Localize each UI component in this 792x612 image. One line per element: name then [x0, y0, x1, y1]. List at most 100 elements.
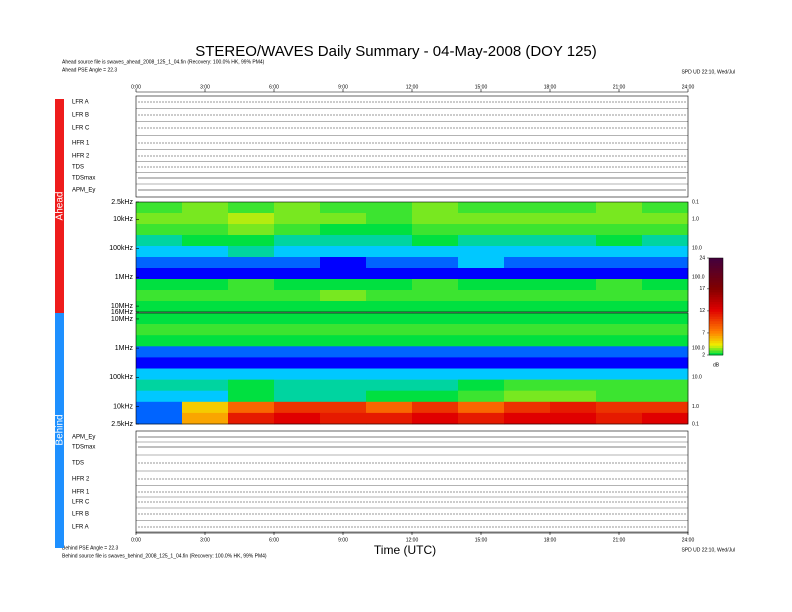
spectrogram-cell: [320, 246, 367, 258]
spectrogram-cell: [412, 268, 459, 280]
spectrogram-cell: [136, 357, 183, 369]
footer-line: Behind source file is swaves_behind_2008…: [62, 553, 267, 559]
spectrogram-cell: [366, 313, 413, 325]
colorbar-step: [709, 279, 723, 283]
spectrogram-cell: [366, 379, 413, 391]
spectrogram-cell: [136, 268, 183, 280]
spectrogram-cell: [136, 202, 183, 214]
spectrogram-cell: [458, 235, 505, 247]
colorbar-label: 2: [702, 352, 705, 358]
spectrogram-cell: [228, 235, 275, 247]
spectrogram-cell: [642, 290, 689, 302]
spectrogram-cell: [458, 390, 505, 403]
strip-label: HFR 1: [72, 490, 90, 496]
spectrogram-cell: [458, 301, 505, 313]
spectrogram-cell: [642, 235, 689, 247]
colorbar-step: [709, 272, 723, 276]
spectrogram-cell: [320, 257, 367, 269]
colorbar-step: [709, 296, 723, 300]
spectrogram-cell: [458, 335, 505, 347]
spectrogram-cell: [228, 290, 275, 302]
spectrogram-cell: [550, 202, 597, 214]
spectrogram-cell: [596, 335, 643, 347]
spectrogram-cell: [550, 346, 597, 358]
spectrogram-cell: [366, 235, 413, 247]
colorbar-step: [709, 287, 723, 290]
spectrogram-cell: [550, 268, 597, 280]
spectrogram-cell: [228, 246, 275, 258]
spectrogram-cell: [228, 401, 275, 414]
spectrogram-cell: [642, 224, 689, 236]
x-tick-label: 3:00: [200, 84, 210, 90]
spectrogram-cell: [136, 235, 183, 247]
strip-label: HFR 2: [72, 154, 90, 160]
y-tick-label: 10kHz: [113, 216, 133, 223]
spectrogram-cell: [412, 401, 459, 414]
spectrogram-cell: [550, 401, 597, 414]
spectrogram-cell: [182, 279, 229, 291]
header-line: Ahead PSE Angle = 22.3: [62, 67, 117, 73]
right-label: 0.1: [692, 199, 699, 205]
spectrogram-cell: [642, 268, 689, 280]
spectrogram-cell: [136, 224, 183, 236]
spectrogram-cell: [136, 324, 183, 336]
spectrogram-cell: [274, 346, 321, 358]
spectrogram-cell: [642, 357, 689, 369]
spectrogram-cell: [412, 213, 459, 225]
spectrogram-cell: [504, 213, 551, 225]
spectrogram-cell: [274, 213, 321, 225]
colorbar-step: [709, 301, 723, 305]
spectrogram-cell: [274, 379, 321, 391]
y-tick-label: 1MHz: [115, 345, 134, 352]
spectrogram-cell: [550, 224, 597, 236]
spectrogram-cell: [596, 379, 643, 391]
footer-right: SPD UD 22:10, Wed/Jul: [681, 547, 735, 553]
colorbar-step: [709, 308, 723, 312]
spectrogram-cell: [642, 368, 689, 380]
spectrogram-cell: [458, 279, 505, 291]
spectrogram-cell: [136, 301, 183, 313]
spectrogram-cell: [504, 412, 551, 425]
spectrogram-cell: [504, 268, 551, 280]
spectrogram-cell: [458, 346, 505, 358]
spectrogram-cell: [182, 368, 229, 380]
colorbar-step: [709, 306, 723, 310]
spectrogram-cell: [320, 379, 367, 391]
x-tick-label: 21:00: [613, 84, 626, 90]
spectrogram-cell: [228, 346, 275, 358]
spectrogram-cell: [550, 290, 597, 302]
spectrogram-cell: [274, 357, 321, 369]
right-label: 10.0: [692, 246, 702, 252]
spectrogram-cell: [274, 313, 321, 325]
spectrogram-cell: [596, 279, 643, 291]
spectrogram-cell: [550, 412, 597, 425]
spectrogram-cell: [366, 401, 413, 414]
spectrogram-cell: [182, 246, 229, 258]
x-tick-label: 12:00: [406, 84, 419, 90]
spectrogram-cell: [228, 279, 275, 291]
spectrogram-cell: [136, 213, 183, 225]
spectrogram-cell: [458, 290, 505, 302]
spectrogram-cell: [182, 301, 229, 313]
spectrogram-cell: [642, 246, 689, 258]
colorbar-title: dB: [713, 362, 720, 368]
spectrogram-cell: [366, 213, 413, 225]
spectrogram-cell: [458, 313, 505, 325]
spectrogram-cell: [182, 224, 229, 236]
spectrogram-cell: [504, 357, 551, 369]
strip-label: APM_Ey: [72, 435, 95, 441]
x-tick-label: 24:00: [682, 84, 695, 90]
spectrogram-cell: [504, 290, 551, 302]
spectrogram-cell: [320, 313, 367, 325]
spectrogram-cell: [274, 235, 321, 247]
spectrogram-cell: [182, 324, 229, 336]
spectrogram-cell: [458, 357, 505, 369]
panel-frame: [135, 201, 689, 313]
colorbar-step: [709, 345, 723, 349]
spectrogram-cell: [320, 324, 367, 336]
spectrogram-cell: [642, 412, 689, 425]
spectrogram-cell: [596, 257, 643, 269]
spectrogram-cell: [320, 279, 367, 291]
spectrogram-cell: [182, 202, 229, 214]
